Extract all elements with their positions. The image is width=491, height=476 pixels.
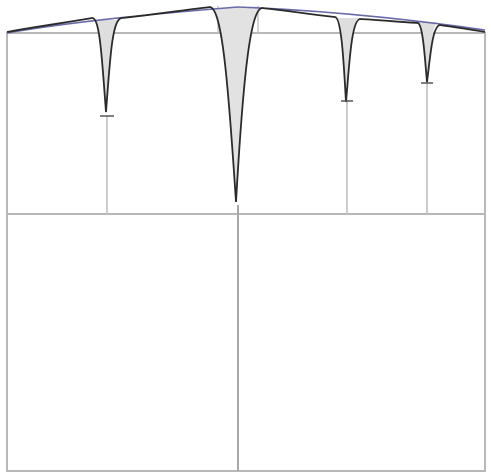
dip-fill-2 xyxy=(212,8,262,200)
envelope-curve xyxy=(6,6,486,34)
spectrum-curve xyxy=(6,6,486,203)
